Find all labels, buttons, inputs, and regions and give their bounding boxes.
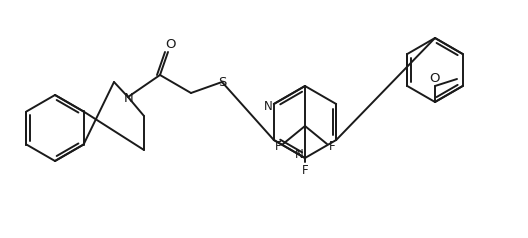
Text: F: F — [275, 140, 281, 154]
Text: N: N — [295, 149, 304, 162]
Text: S: S — [218, 75, 226, 89]
Text: N: N — [124, 91, 134, 104]
Text: F: F — [329, 140, 335, 154]
Text: O: O — [165, 38, 175, 50]
Text: F: F — [301, 164, 308, 177]
Text: O: O — [430, 73, 440, 85]
Text: N: N — [264, 100, 273, 114]
